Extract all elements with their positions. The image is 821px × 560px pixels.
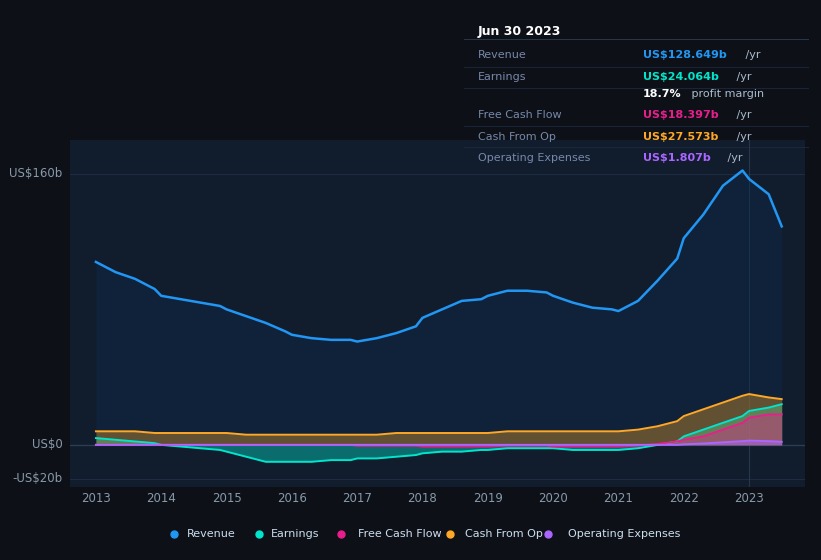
Text: /yr: /yr <box>733 132 751 142</box>
Text: Earnings: Earnings <box>271 529 319 539</box>
Text: Jun 30 2023: Jun 30 2023 <box>478 25 561 39</box>
Text: 18.7%: 18.7% <box>643 90 681 99</box>
Text: -US$20b: -US$20b <box>12 472 62 485</box>
Text: /yr: /yr <box>724 153 742 163</box>
Text: Cash From Op: Cash From Op <box>465 529 543 539</box>
Text: US$27.573b: US$27.573b <box>643 132 718 142</box>
Text: Free Cash Flow: Free Cash Flow <box>478 110 562 120</box>
Text: US$160b: US$160b <box>9 167 62 180</box>
Text: US$0: US$0 <box>32 438 62 451</box>
Text: Revenue: Revenue <box>478 50 526 60</box>
Text: Free Cash Flow: Free Cash Flow <box>358 529 442 539</box>
Text: /yr: /yr <box>742 50 760 60</box>
Text: US$128.649b: US$128.649b <box>643 50 727 60</box>
Text: Operating Expenses: Operating Expenses <box>478 153 590 163</box>
Text: Revenue: Revenue <box>187 529 236 539</box>
Text: US$1.807b: US$1.807b <box>643 153 711 163</box>
Text: profit margin: profit margin <box>688 90 764 99</box>
Text: /yr: /yr <box>733 72 751 82</box>
Text: /yr: /yr <box>733 110 751 120</box>
Text: US$24.064b: US$24.064b <box>643 72 719 82</box>
Text: Cash From Op: Cash From Op <box>478 132 556 142</box>
Text: Operating Expenses: Operating Expenses <box>568 529 681 539</box>
Text: Earnings: Earnings <box>478 72 526 82</box>
Text: US$18.397b: US$18.397b <box>643 110 719 120</box>
